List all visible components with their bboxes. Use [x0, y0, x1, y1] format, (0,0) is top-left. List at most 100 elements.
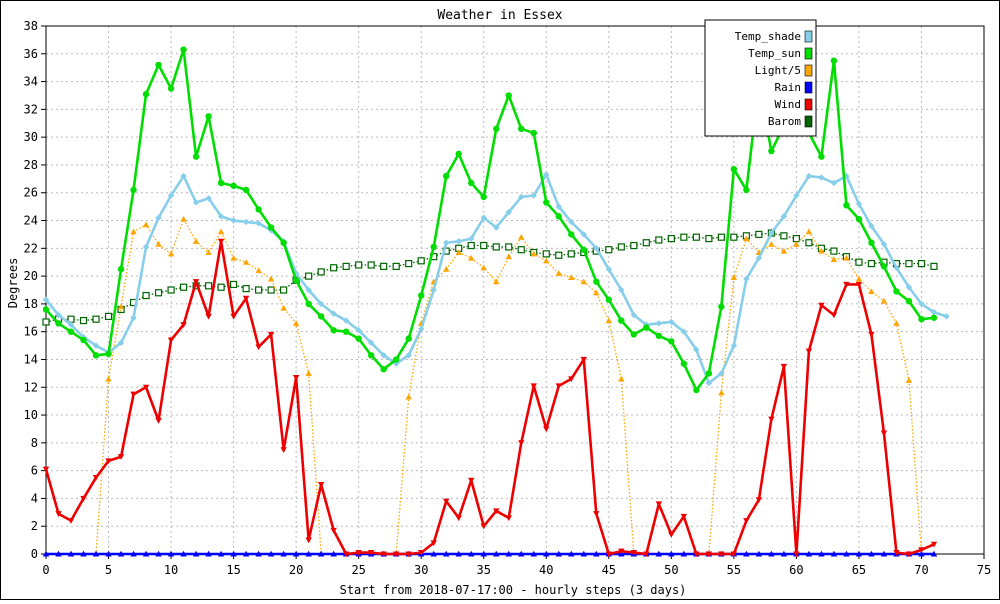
data-point-temp-shade: [367, 339, 375, 346]
data-point-light-5: [255, 267, 262, 274]
data-point-wind: [893, 550, 900, 556]
data-point-temp-shade: [167, 192, 175, 199]
data-point-barom: [805, 239, 813, 247]
data-point-wind: [42, 466, 50, 473]
data-point-temp-shade: [242, 218, 250, 226]
x-tick-label: 70: [914, 563, 928, 577]
data-point-wind: [180, 322, 187, 328]
data-point-barom: [492, 243, 500, 251]
data-point-barom: [867, 260, 876, 268]
y-tick-label: 28: [24, 158, 38, 172]
data-point-rain: [80, 550, 87, 557]
data-point-temp-shade: [342, 317, 350, 324]
y-tick-label: 30: [24, 130, 38, 144]
data-point-barom: [692, 233, 700, 241]
data-point-light-5: [505, 253, 512, 260]
data-point-rain: [580, 550, 587, 557]
data-point-temp-shade: [155, 214, 162, 221]
data-point-temp-sun: [292, 277, 300, 284]
data-point-temp-shade: [543, 171, 550, 178]
y-tick-label: 4: [31, 491, 38, 505]
data-point-rain: [443, 550, 450, 557]
data-point-rain: [493, 550, 500, 557]
data-point-temp-shade: [593, 245, 600, 252]
data-point-temp-sun: [630, 331, 638, 338]
y-tick-label: 0: [31, 547, 38, 561]
data-point-rain: [217, 550, 225, 557]
data-point-temp-shade: [418, 325, 425, 333]
data-point-temp-shade: [618, 286, 625, 294]
data-point-temp-shade: [230, 217, 237, 224]
data-point-barom: [642, 239, 650, 247]
data-point-temp-sun: [593, 278, 600, 285]
data-point-temp-sun: [55, 320, 62, 327]
data-point-temp-sun: [930, 314, 938, 321]
data-point-barom: [717, 233, 725, 241]
data-point-temp-sun: [568, 231, 575, 238]
data-point-temp-sun: [468, 179, 475, 187]
data-point-light-5: [880, 297, 888, 304]
data-point-temp-sun: [330, 327, 337, 334]
data-point-wind: [480, 523, 487, 530]
data-point-light-5: [180, 215, 187, 222]
data-point-barom: [830, 247, 838, 255]
data-point-light-5: [868, 288, 875, 294]
y-tick-label: 16: [24, 325, 38, 339]
data-point-temp-shade: [180, 172, 187, 180]
data-point-temp-sun: [493, 125, 500, 133]
data-point-rain: [305, 550, 312, 557]
legend-label-wind: Wind: [775, 98, 802, 111]
data-point-wind: [117, 454, 125, 460]
data-point-wind: [468, 477, 475, 484]
data-point-temp-shade: [655, 320, 663, 327]
data-point-temp-sun: [718, 303, 725, 310]
data-point-light-5: [593, 289, 600, 296]
data-point-wind: [593, 511, 600, 517]
data-point-barom: [255, 286, 263, 294]
data-point-rain: [743, 550, 750, 557]
data-point-barom: [230, 280, 238, 289]
data-point-barom: [667, 234, 675, 243]
data-point-temp-shade: [630, 311, 638, 319]
data-point-wind: [155, 418, 162, 424]
data-point-wind: [230, 313, 237, 320]
data-point-temp-sun: [743, 186, 750, 194]
data-point-barom: [267, 286, 275, 294]
data-point-temp-shade: [930, 309, 938, 316]
data-point-light-5: [267, 275, 275, 282]
data-point-temp-sun: [655, 332, 663, 340]
data-point-temp-shade: [42, 296, 50, 303]
data-point-wind: [55, 511, 62, 517]
x-tick-label: 0: [42, 563, 49, 577]
data-point-temp-sun: [668, 338, 675, 345]
data-point-barom: [104, 312, 113, 320]
x-tick-label: 55: [727, 563, 741, 577]
data-point-wind: [655, 501, 663, 508]
data-point-wind: [530, 383, 537, 390]
x-tick-label: 5: [105, 563, 112, 577]
data-point-temp-sun: [255, 206, 262, 213]
data-point-temp-shade: [693, 346, 700, 353]
data-point-temp-shade: [117, 339, 125, 346]
data-point-rain: [317, 550, 325, 557]
data-point-wind: [367, 550, 375, 556]
data-point-rain: [155, 550, 162, 557]
legend-label-light-5: Light/5: [755, 64, 801, 77]
data-point-wind: [843, 281, 850, 288]
data-point-rain: [930, 550, 938, 557]
data-point-rain: [755, 550, 763, 557]
data-point-temp-sun: [530, 129, 537, 137]
legend-box: [704, 19, 817, 137]
data-point-temp-shade: [480, 214, 487, 221]
legend: Temp_shade Temp_sun Light/5 Rain Wind Barom: [704, 19, 817, 137]
y-tick-label: 34: [24, 75, 38, 89]
data-point-light-5: [893, 320, 900, 326]
data-point-light-5: [142, 221, 150, 228]
data-point-light-5: [568, 274, 575, 281]
data-point-wind: [630, 550, 638, 556]
y-tick-label: 8: [31, 436, 38, 450]
x-tick-label: 60: [789, 563, 803, 577]
data-point-temp-shade: [568, 218, 575, 226]
data-point-wind: [755, 497, 763, 504]
